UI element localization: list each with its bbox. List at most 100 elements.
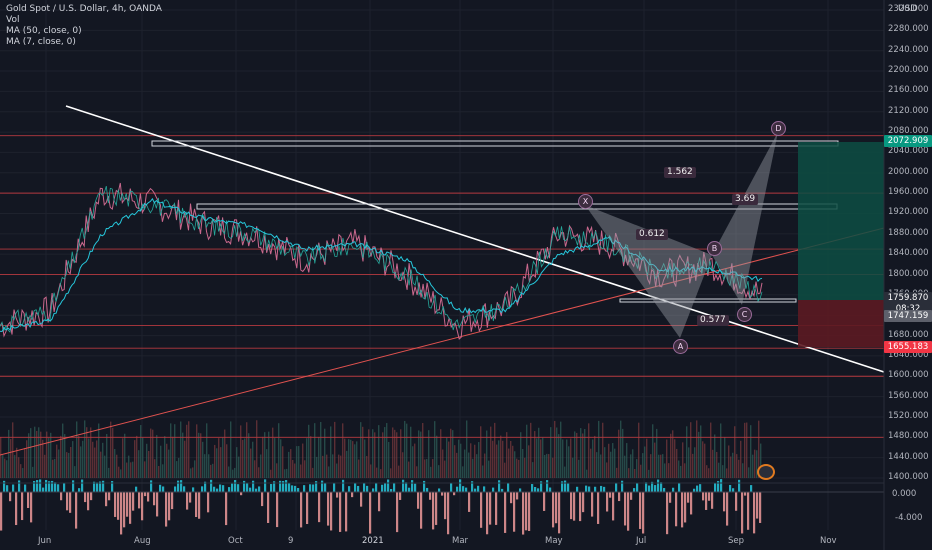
oscillator-bar <box>582 492 585 513</box>
oscillator-bar <box>462 486 465 492</box>
volume-bar <box>256 420 258 478</box>
volume-bar <box>652 424 654 478</box>
volume-bar <box>668 463 670 478</box>
oscillator-bar <box>687 492 690 503</box>
oscillator-bar <box>156 492 159 517</box>
volume-bar <box>468 452 470 478</box>
volume-bar <box>374 432 376 478</box>
pattern-point-a[interactable]: A <box>673 339 688 354</box>
ratio-label-bcd: 3.69 <box>732 194 759 205</box>
uptrend-line[interactable] <box>0 227 885 456</box>
oscillator-bar <box>327 492 330 526</box>
volume-bar <box>404 420 406 478</box>
pattern-point-c[interactable]: C <box>737 307 752 322</box>
volume-bar <box>360 422 362 478</box>
oscillator-bar <box>264 479 267 492</box>
volume-bar <box>518 459 520 478</box>
volume-bar <box>288 451 290 478</box>
price-tick: 1640.000 <box>888 349 929 360</box>
oscillator-bar <box>348 486 351 492</box>
oscillator-bar <box>177 480 180 492</box>
volume-bar <box>584 429 586 478</box>
resistance-zone-top[interactable] <box>151 140 839 147</box>
volume-bar <box>604 447 606 478</box>
volume-bar <box>126 462 128 478</box>
pattern-point-d[interactable]: D <box>771 121 786 136</box>
volume-bar <box>648 469 650 478</box>
volume-bar <box>594 435 596 478</box>
oscillator-bar <box>363 483 366 492</box>
oscillator-bar <box>726 492 729 526</box>
economic-event-icon[interactable] <box>757 464 775 480</box>
ma50-indicator-label[interactable]: MA (50, close, 0) <box>6 26 82 36</box>
oscillator-bar <box>78 488 81 492</box>
long-position-stop-zone[interactable] <box>798 300 884 347</box>
volume-bar <box>720 423 722 478</box>
volume-bar <box>294 463 296 478</box>
oscillator-bar <box>606 492 609 512</box>
oscillator-bar <box>6 485 9 492</box>
time-tick: Aug <box>134 536 151 546</box>
volume-bar <box>34 426 36 478</box>
oscillator-bar <box>414 483 417 492</box>
downtrend-line[interactable] <box>65 105 885 373</box>
volume-bar <box>234 467 236 478</box>
horizontal-levels <box>0 135 884 438</box>
oscillator-bar <box>732 488 735 492</box>
oscillator-bar <box>18 480 21 492</box>
oscillator-bar <box>654 485 657 492</box>
long-position-target-zone[interactable] <box>798 142 884 300</box>
oscillator-bar <box>294 485 297 492</box>
volume-bar <box>186 424 188 478</box>
volume-bar <box>704 443 706 478</box>
volume-bar <box>480 426 482 478</box>
oscillator-bar <box>552 492 555 528</box>
volume-bar <box>370 464 372 478</box>
volume-indicator-label[interactable]: Vol <box>6 15 20 25</box>
pattern-xab-triangle[interactable] <box>585 205 712 338</box>
time-tick: Oct <box>228 536 243 546</box>
oscillator-bar <box>243 480 246 492</box>
ma7-indicator-label[interactable]: MA (7, close, 0) <box>6 37 76 47</box>
volume-bar <box>610 451 612 478</box>
symbol-title[interactable]: Gold Spot / U.S. Dollar, 4h, OANDA <box>6 4 162 14</box>
volume-bar <box>396 432 398 478</box>
volume-bar <box>384 427 386 478</box>
volume-bar <box>734 426 736 478</box>
volume-bar <box>576 432 578 478</box>
volume-bar <box>324 428 326 478</box>
pattern-bcd-triangle[interactable] <box>712 132 778 305</box>
volume-bar <box>264 432 266 478</box>
oscillator-bar <box>297 488 300 492</box>
volume-bar <box>630 454 632 478</box>
pattern-point-x[interactable]: X <box>578 194 593 209</box>
volume-bar <box>80 446 82 478</box>
oscillator-bar <box>666 492 669 535</box>
oscillator-bar <box>615 482 618 492</box>
volume-bar <box>290 449 292 478</box>
volume-bar <box>266 449 268 478</box>
volume-bar <box>398 465 400 478</box>
oscillator-bar <box>225 492 228 526</box>
oscillator-bar <box>696 485 699 492</box>
volume-bar <box>142 437 144 478</box>
volume-bar <box>192 467 194 478</box>
support-zone[interactable] <box>619 298 797 303</box>
oscillator-bar <box>336 492 339 498</box>
volume-bar <box>50 432 52 478</box>
oscillator-bar <box>255 488 258 492</box>
volume-bar <box>372 429 374 478</box>
oscillator-bar <box>471 481 474 492</box>
volume-bar <box>168 449 170 478</box>
pattern-point-b[interactable]: B <box>707 241 722 256</box>
volume-bar <box>750 425 752 478</box>
oscillator-bar <box>300 492 303 528</box>
price-tick: 2120.000 <box>888 105 929 116</box>
oscillator-bar <box>519 488 522 492</box>
oscillator-bar <box>66 492 69 511</box>
volume-bar <box>694 447 696 478</box>
oscillator-bar <box>714 482 717 492</box>
volume-bar <box>130 462 132 478</box>
volume-bar <box>646 438 648 478</box>
